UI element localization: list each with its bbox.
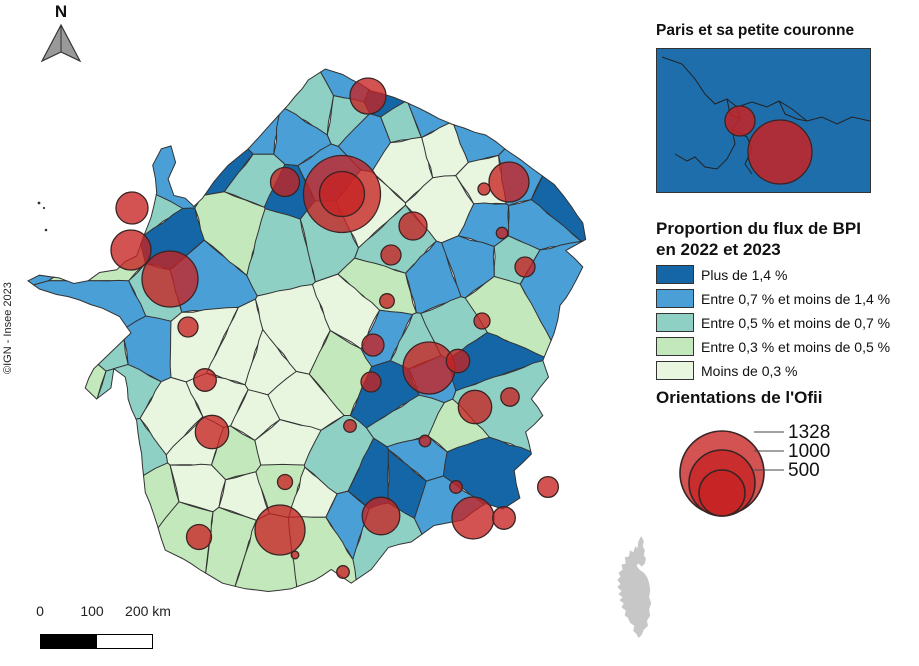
svg-text:500: 500 <box>788 460 820 481</box>
svg-text:1328: 1328 <box>788 422 830 443</box>
svg-text:1000: 1000 <box>788 441 830 462</box>
